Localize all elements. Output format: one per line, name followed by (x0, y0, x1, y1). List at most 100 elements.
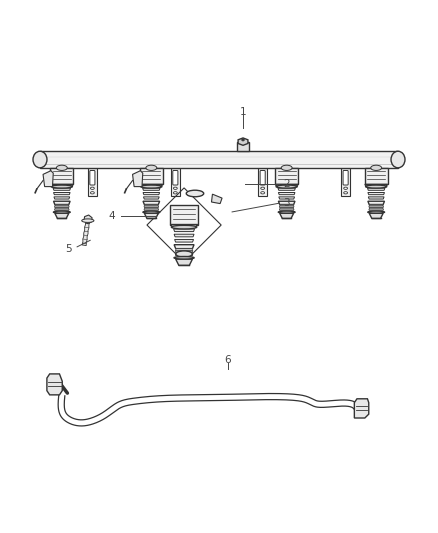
Polygon shape (143, 192, 159, 195)
Polygon shape (173, 229, 194, 232)
Text: 3: 3 (283, 198, 290, 208)
Text: 5: 5 (65, 244, 72, 254)
Polygon shape (145, 213, 158, 219)
Polygon shape (368, 201, 385, 205)
Polygon shape (276, 168, 298, 184)
Ellipse shape (57, 165, 67, 171)
Polygon shape (369, 206, 384, 207)
Polygon shape (54, 206, 69, 207)
Ellipse shape (391, 151, 405, 168)
Polygon shape (369, 205, 383, 206)
Polygon shape (54, 197, 70, 199)
Ellipse shape (146, 165, 157, 171)
Polygon shape (144, 209, 159, 211)
Polygon shape (54, 209, 69, 211)
Polygon shape (170, 205, 198, 224)
Polygon shape (143, 188, 160, 190)
Polygon shape (143, 197, 159, 199)
Polygon shape (212, 194, 222, 204)
Ellipse shape (51, 185, 72, 188)
Polygon shape (279, 197, 295, 199)
Polygon shape (174, 245, 194, 248)
Polygon shape (53, 188, 71, 190)
Polygon shape (55, 213, 69, 219)
FancyBboxPatch shape (260, 171, 265, 185)
Polygon shape (276, 184, 298, 187)
Text: 4: 4 (109, 211, 115, 221)
Ellipse shape (368, 211, 385, 213)
Ellipse shape (141, 185, 162, 188)
Polygon shape (47, 374, 62, 395)
FancyBboxPatch shape (173, 171, 178, 185)
Polygon shape (238, 138, 248, 146)
Ellipse shape (33, 151, 47, 168)
Polygon shape (175, 239, 194, 242)
Text: 2: 2 (283, 179, 290, 189)
Ellipse shape (242, 139, 244, 141)
Polygon shape (50, 184, 73, 187)
Polygon shape (174, 234, 194, 237)
Polygon shape (43, 171, 53, 187)
Ellipse shape (173, 192, 177, 194)
Ellipse shape (261, 187, 265, 189)
Ellipse shape (53, 211, 70, 213)
Polygon shape (279, 206, 294, 207)
Ellipse shape (261, 192, 265, 194)
Polygon shape (53, 201, 70, 205)
Polygon shape (140, 168, 162, 184)
Ellipse shape (143, 211, 160, 213)
Ellipse shape (91, 192, 94, 194)
Polygon shape (53, 192, 70, 195)
Polygon shape (279, 209, 294, 211)
Polygon shape (58, 393, 359, 426)
Polygon shape (369, 207, 383, 209)
Polygon shape (176, 252, 192, 254)
Ellipse shape (278, 211, 295, 213)
Polygon shape (258, 168, 268, 196)
Polygon shape (170, 224, 198, 227)
Polygon shape (55, 205, 69, 206)
Polygon shape (365, 184, 388, 187)
Ellipse shape (82, 219, 94, 222)
Ellipse shape (91, 187, 94, 189)
Polygon shape (145, 205, 158, 206)
Ellipse shape (281, 165, 292, 171)
Polygon shape (341, 168, 350, 196)
Polygon shape (176, 248, 192, 250)
Polygon shape (82, 221, 90, 246)
Polygon shape (367, 188, 385, 190)
Polygon shape (280, 213, 293, 219)
Polygon shape (368, 192, 385, 195)
Polygon shape (50, 168, 73, 184)
Polygon shape (144, 206, 159, 207)
Ellipse shape (344, 192, 347, 194)
Polygon shape (175, 251, 193, 252)
Polygon shape (354, 399, 369, 418)
Ellipse shape (174, 256, 194, 259)
Polygon shape (279, 201, 295, 205)
Ellipse shape (176, 251, 192, 257)
Ellipse shape (173, 187, 177, 189)
Polygon shape (176, 259, 192, 265)
Polygon shape (84, 215, 92, 224)
Polygon shape (280, 205, 293, 206)
Polygon shape (369, 209, 384, 211)
Polygon shape (143, 201, 159, 205)
Polygon shape (133, 171, 143, 187)
Polygon shape (369, 213, 383, 219)
Text: 1: 1 (240, 107, 246, 117)
Polygon shape (140, 184, 162, 187)
Text: 6: 6 (224, 356, 231, 365)
Polygon shape (170, 168, 180, 196)
Ellipse shape (344, 187, 347, 189)
Ellipse shape (186, 190, 204, 197)
Polygon shape (145, 207, 158, 209)
Polygon shape (279, 192, 295, 195)
Polygon shape (175, 254, 193, 256)
Ellipse shape (276, 185, 297, 188)
Bar (237, 142, 249, 151)
Polygon shape (280, 207, 293, 209)
Ellipse shape (371, 165, 381, 171)
Bar (40, 151, 398, 168)
Ellipse shape (366, 185, 387, 188)
